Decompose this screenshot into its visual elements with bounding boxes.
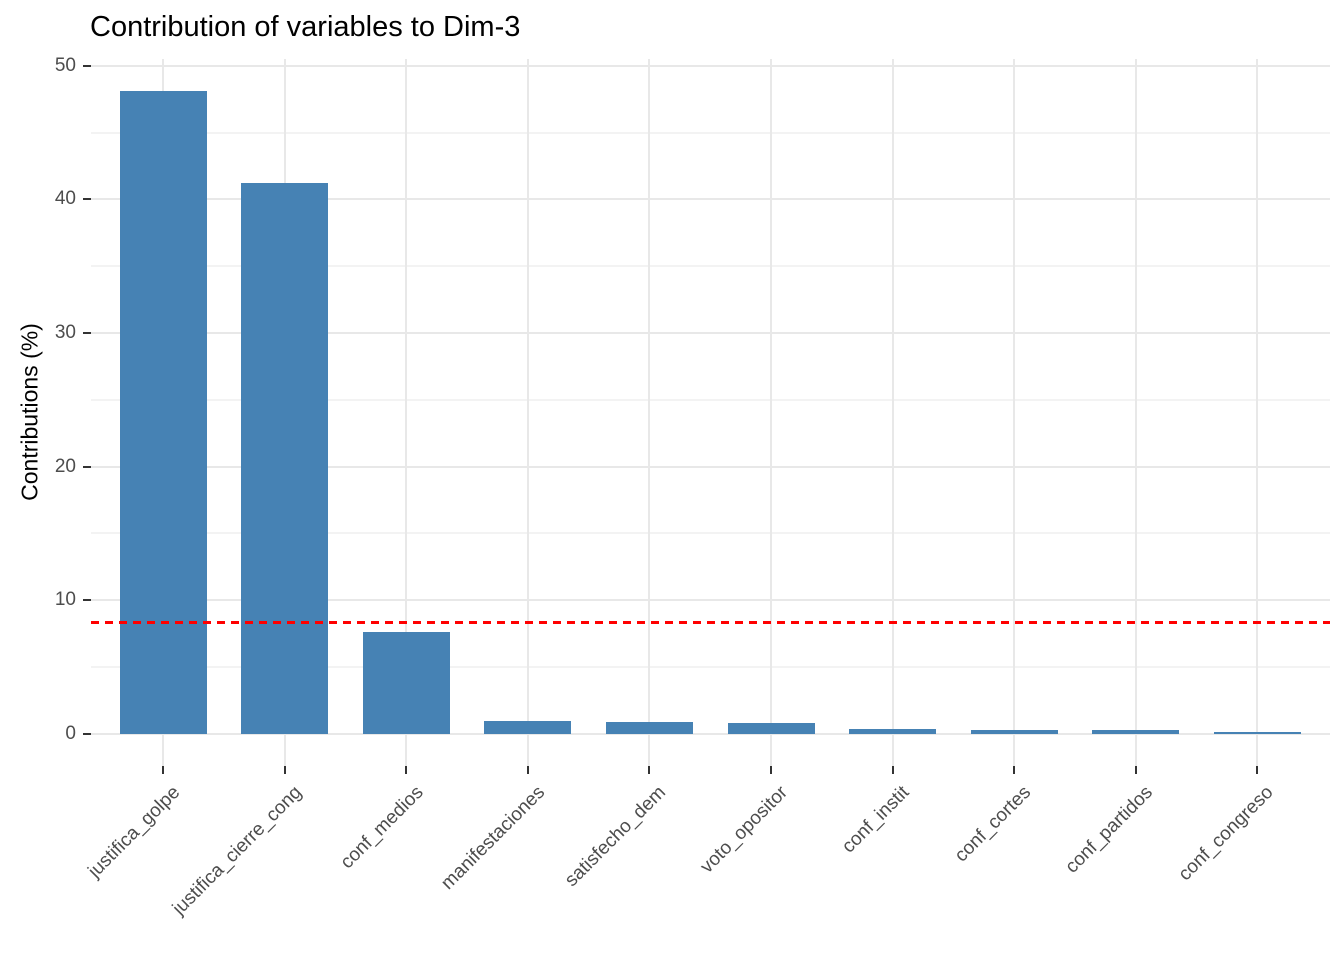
bar-voto_opositor — [727, 722, 815, 734]
x-tick-mark — [283, 766, 286, 774]
x-tick-label: manifestaciones — [436, 782, 549, 894]
gridline-vertical — [526, 59, 529, 766]
bar-manifestaciones — [484, 720, 572, 734]
x-tick-mark — [1256, 766, 1259, 774]
x-tick-label: conf_instit — [838, 782, 914, 858]
x-tick-mark — [405, 766, 408, 774]
y-tick-label: 30 — [54, 321, 76, 343]
x-tick-mark — [1013, 766, 1016, 774]
x-tick-mark — [162, 766, 165, 774]
bar-conf_cortes — [970, 729, 1058, 734]
x-tick-label: conf_cortes — [950, 782, 1035, 867]
y-tick-label: 20 — [54, 455, 76, 477]
y-tick-label: 50 — [54, 54, 76, 76]
bar-conf_medios — [362, 632, 450, 734]
x-tick-mark — [770, 766, 772, 774]
gridline-minor — [90, 265, 1330, 268]
x-tick-label: voto_opositor — [696, 782, 792, 878]
gridline-vertical — [891, 59, 894, 766]
y-tick-label: 0 — [65, 722, 76, 744]
x-tick-mark — [891, 766, 894, 774]
gridline-major — [90, 599, 1330, 602]
x-tick-label: conf_congreso — [1174, 782, 1278, 885]
y-tick-mark — [82, 465, 91, 468]
gridline-vertical — [1256, 59, 1259, 766]
bar-conf_instit — [849, 729, 937, 734]
x-tick-label: justifica_cierre_cong — [168, 782, 306, 920]
gridline-vertical — [405, 59, 408, 766]
x-tick-label: conf_medios — [336, 782, 428, 874]
x-tick-mark — [1134, 766, 1137, 774]
gridline-major — [90, 465, 1330, 468]
gridline-minor — [90, 131, 1330, 134]
reference-line — [90, 621, 1330, 625]
gridline-minor — [90, 398, 1330, 401]
y-tick-mark — [82, 64, 91, 67]
gridline-vertical — [1134, 59, 1137, 766]
gridline-minor — [90, 666, 1330, 669]
chart-title: Contribution of variables to Dim-3 — [90, 11, 521, 43]
x-tick-label: satisfecho_dem — [561, 782, 671, 891]
x-tick-mark — [526, 766, 529, 774]
gridline-minor — [90, 532, 1330, 535]
y-tick-label: 40 — [54, 188, 76, 210]
bar-conf_partidos — [1092, 729, 1180, 734]
gridline-major — [90, 64, 1330, 67]
y-tick-mark — [82, 198, 91, 201]
y-tick-mark — [82, 599, 91, 602]
y-tick-mark — [82, 331, 91, 334]
gridline-vertical — [648, 59, 651, 766]
bar-justifica_cierre_cong — [241, 183, 329, 734]
x-tick-mark — [648, 766, 651, 774]
bar-conf_congreso — [1213, 732, 1301, 734]
y-tick-label: 10 — [54, 589, 76, 611]
x-tick-label: conf_partidos — [1060, 782, 1157, 878]
gridline-vertical — [1013, 59, 1016, 766]
bar-justifica_golpe — [119, 91, 207, 734]
x-tick-label: justifica_golpe — [84, 782, 185, 883]
gridline-major — [90, 732, 1330, 735]
gridline-major — [90, 198, 1330, 201]
y-tick-mark — [82, 732, 91, 735]
gridline-vertical — [770, 59, 772, 766]
gridline-major — [90, 331, 1330, 334]
bar-satisfecho_dem — [605, 721, 693, 734]
